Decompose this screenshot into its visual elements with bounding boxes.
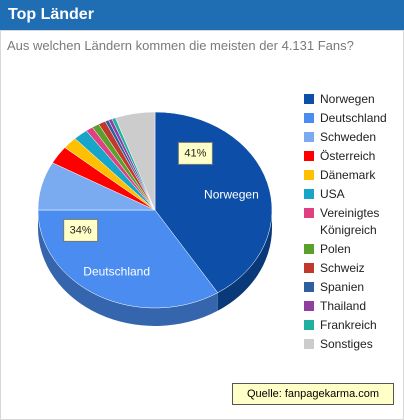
- slice-side: [217, 210, 272, 311]
- legend-item: Deutschland: [304, 110, 400, 127]
- legend-label: Norwegen: [320, 92, 375, 106]
- legend-item: Spanien: [304, 279, 400, 296]
- legend-swatch: [304, 339, 314, 349]
- legend-item: Polen: [304, 241, 400, 258]
- legend-item: Sonstiges: [304, 336, 400, 353]
- legend-item: Thailand: [304, 298, 400, 315]
- slice: [115, 111, 156, 211]
- value-label: 34%: [70, 224, 92, 236]
- slice-name: Deutschland: [83, 265, 150, 279]
- value-label-box: [63, 218, 99, 242]
- legend-swatch: [304, 301, 314, 311]
- legend-label: Spanien: [320, 280, 365, 294]
- legend-label: USA: [320, 187, 345, 201]
- slice-name: Norwegen: [204, 188, 259, 202]
- legend-swatch: [304, 263, 314, 273]
- legend-item: Österreich: [304, 148, 400, 165]
- legend-item: Schweiz: [304, 260, 400, 277]
- legend-label: Österreich: [320, 149, 376, 163]
- source: Quelle: fanpagekarma.com: [232, 383, 394, 405]
- legend-label: Thailand: [320, 299, 367, 313]
- legend: Norwegen Deutschland Schweden Österreich Dän…: [304, 91, 400, 355]
- legend-label: Dänemark: [320, 168, 376, 182]
- legend-swatch: [304, 189, 314, 199]
- legend-item: USA: [304, 186, 400, 203]
- legend-swatch: [304, 94, 314, 104]
- slice-side: [37, 210, 218, 326]
- legend-item: Dänemark: [304, 167, 400, 184]
- legend-item: Schweden: [304, 129, 400, 146]
- legend-label: Vereinigtes Königreich: [320, 206, 380, 237]
- subtitle: Aus welchen Ländern kommen die meisten d…: [7, 38, 354, 53]
- legend-swatch: [304, 113, 314, 123]
- value-label-box: [177, 141, 213, 165]
- legend-label: Frankreich: [320, 318, 377, 332]
- legend-swatch: [304, 282, 314, 292]
- legend-swatch: [304, 132, 314, 142]
- legend-swatch: [304, 320, 314, 330]
- legend-swatch: [304, 208, 314, 218]
- legend-label: Sonstiges: [320, 337, 373, 351]
- header-title: Top Länder: [0, 0, 404, 30]
- legend-label: Schweiz: [320, 261, 365, 275]
- legend-label: Polen: [320, 242, 351, 256]
- legend-item: Norwegen: [304, 91, 400, 108]
- legend-item: Vereinigtes Königreich: [304, 205, 400, 239]
- legend-swatch: [304, 170, 314, 180]
- legend-label: Deutschland: [320, 111, 387, 125]
- legend-swatch: [304, 244, 314, 254]
- legend-item: Frankreich: [304, 317, 400, 334]
- legend-label: Schweden: [320, 130, 377, 144]
- legend-swatch: [304, 151, 314, 161]
- value-label: 41%: [184, 147, 206, 159]
